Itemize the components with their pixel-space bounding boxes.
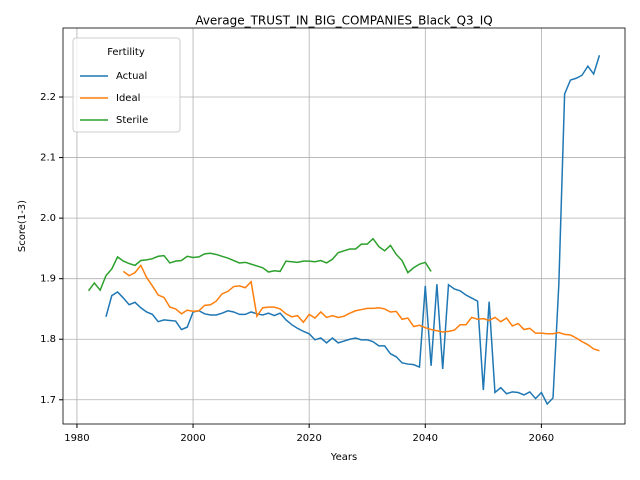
x-tick-label: 2020 (296, 433, 321, 444)
y-tick-label: 2.2 (40, 92, 56, 103)
legend-label: Ideal (116, 93, 140, 104)
y-axis-label: Score(1-3) (17, 200, 28, 252)
chart-title: Average_TRUST_IN_BIG_COMPANIES_Black_Q3_… (195, 14, 492, 28)
legend-title: Fertility (107, 47, 145, 58)
line-series (122, 263, 600, 352)
x-tick-label: 2000 (180, 433, 205, 444)
y-tick-label: 2.0 (40, 213, 56, 224)
y-tick-label: 1.7 (40, 395, 56, 406)
legend-label: Actual (116, 71, 147, 82)
legend-box (72, 37, 181, 133)
x-axis-label: Years (330, 452, 357, 463)
x-tick-label: 2040 (413, 433, 438, 444)
y-tick-label: 1.9 (40, 274, 56, 285)
y-tick-label: 1.8 (40, 334, 56, 345)
x-tick-label: 2060 (529, 433, 554, 444)
line-series (87, 237, 432, 292)
line-series (105, 55, 601, 406)
legend-label: Sterile (116, 115, 148, 126)
y-tick-label: 2.1 (40, 153, 56, 164)
x-tick-label: 1980 (64, 433, 89, 444)
plot-frame (62, 27, 626, 425)
